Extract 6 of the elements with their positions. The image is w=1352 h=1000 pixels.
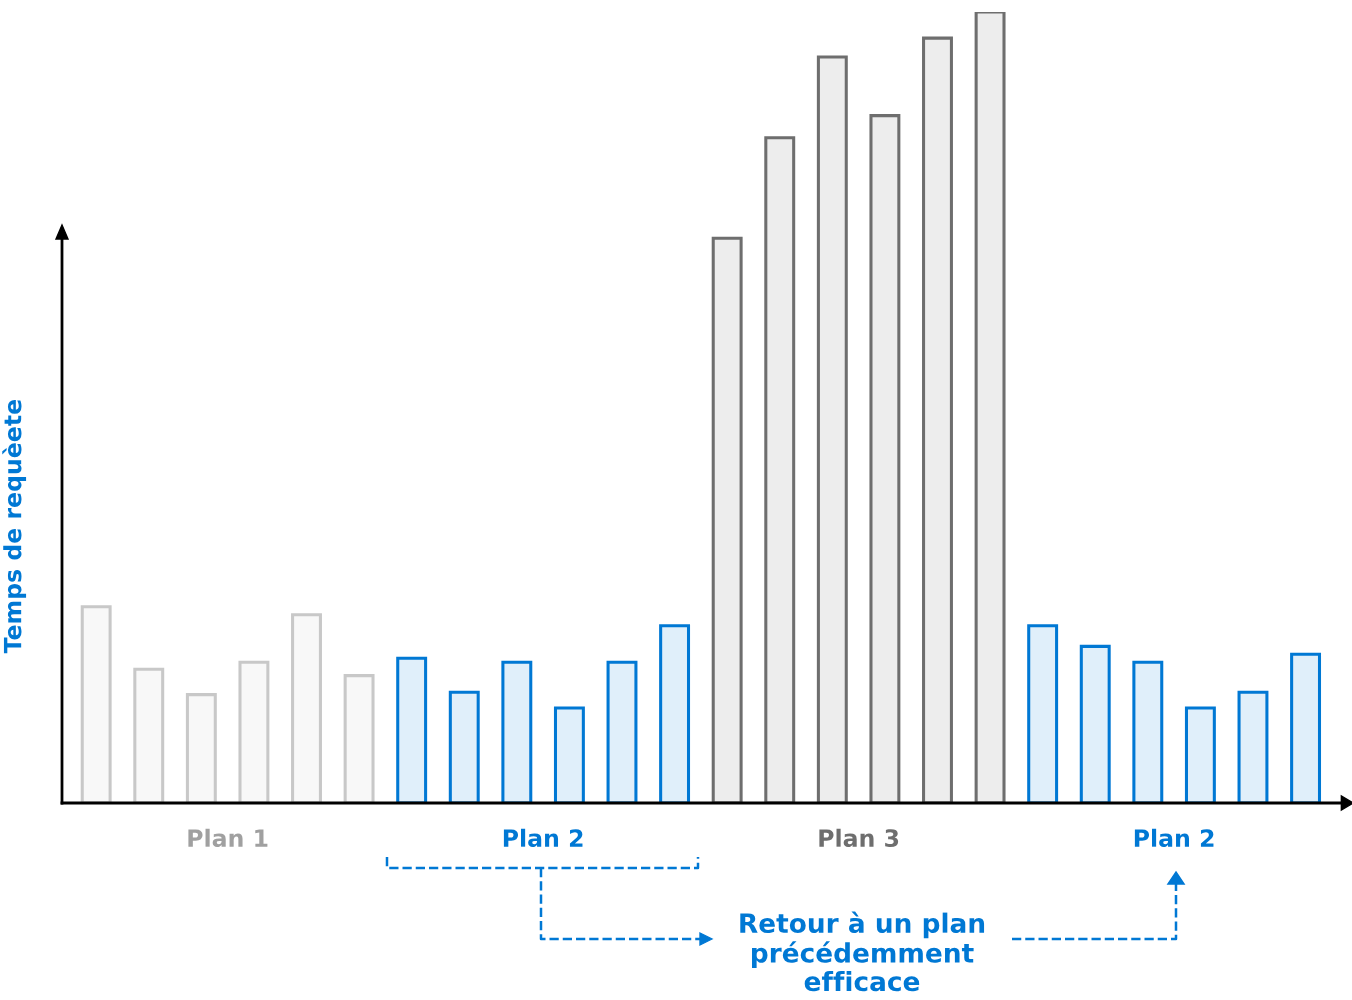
text: Retour à un plan précédemment efficace: [740, 911, 985, 992]
text: Plan 2: [1134, 828, 1214, 848]
text: Plan 2: [503, 828, 583, 848]
y-axis-title: Temps de requèete: [2, 399, 27, 654]
text: Plan 3: [819, 828, 899, 848]
text: Plan 1: [188, 828, 268, 848]
